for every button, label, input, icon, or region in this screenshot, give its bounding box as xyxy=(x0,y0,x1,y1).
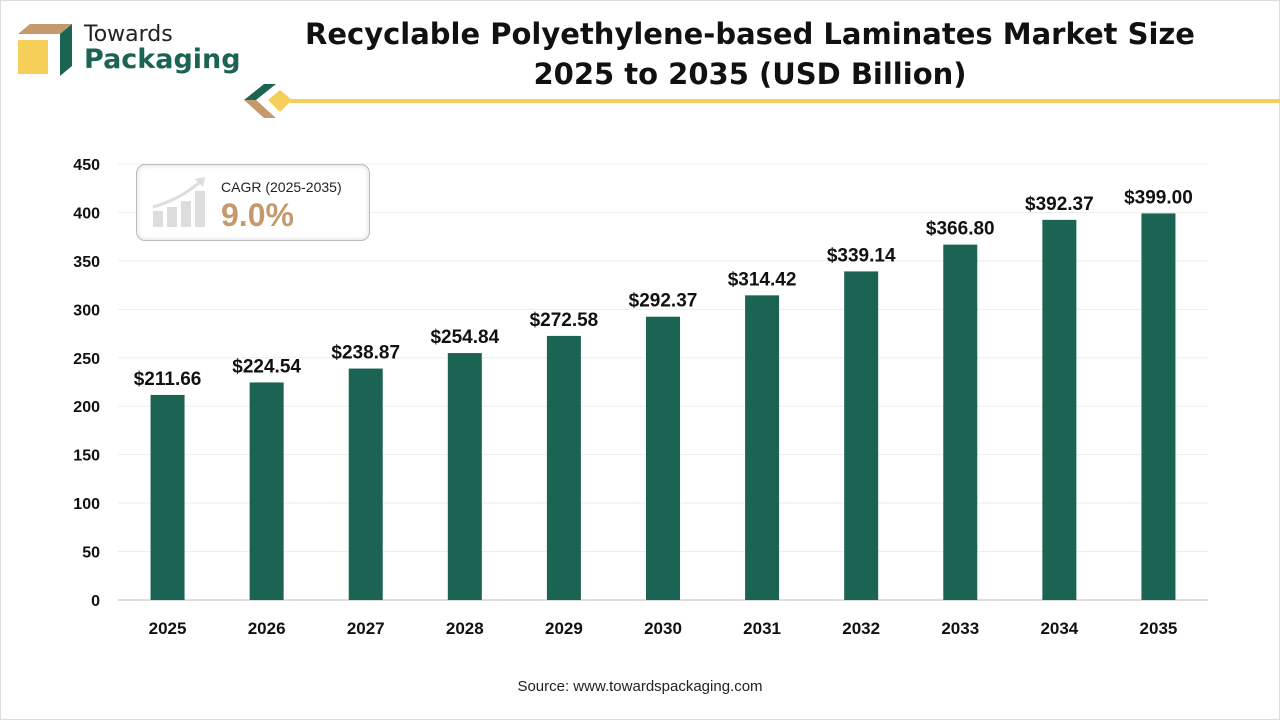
bar-2033 xyxy=(943,244,978,600)
bar-2029 xyxy=(546,335,581,600)
box-logo-icon xyxy=(18,24,72,76)
x-tick-label: 2030 xyxy=(644,619,682,638)
title-rule xyxy=(290,99,1280,103)
x-tick-label: 2032 xyxy=(842,619,880,638)
y-tick-label: 200 xyxy=(73,399,100,416)
source-text: Source: www.towardspackaging.com xyxy=(517,678,763,695)
x-tick-label: 2033 xyxy=(941,619,979,638)
y-tick-label: 150 xyxy=(73,448,100,465)
x-tick-label: 2027 xyxy=(347,619,385,638)
data-label-2025: $211.66 xyxy=(134,369,202,390)
data-label-2028: $254.84 xyxy=(430,327,499,348)
data-label-2031: $314.42 xyxy=(728,269,797,290)
data-label-2026: $224.54 xyxy=(232,356,301,377)
bar-2027 xyxy=(348,368,383,600)
y-tick-label: 350 xyxy=(73,254,100,271)
chart-title: Recyclable Polyethylene-based Laminates … xyxy=(290,14,1210,94)
data-label-2033: $366.80 xyxy=(926,219,995,240)
chart-title-line-2: 2025 to 2035 (USD Billion) xyxy=(533,57,967,91)
y-tick-label: 300 xyxy=(73,302,100,319)
bar-2034 xyxy=(1042,219,1077,600)
x-tick-label: 2028 xyxy=(446,619,484,638)
y-tick-label: 50 xyxy=(82,545,100,562)
chart-title-line-1: Recyclable Polyethylene-based Laminates … xyxy=(305,17,1195,51)
y-tick-label: 250 xyxy=(73,351,100,368)
bar-2030 xyxy=(646,316,680,600)
data-label-2027: $238.87 xyxy=(331,343,400,364)
x-tick-label: 2034 xyxy=(1040,619,1078,638)
y-tick-label: 450 xyxy=(73,157,100,174)
bar-2035 xyxy=(1141,213,1176,600)
cagr-value: 9.0% xyxy=(221,197,294,233)
data-label-2034: $392.37 xyxy=(1025,194,1094,215)
growth-chart-icon xyxy=(152,177,205,227)
data-label-2032: $339.14 xyxy=(827,245,896,266)
logo-text-packaging: Packaging xyxy=(84,44,241,75)
data-label-2029: $272.58 xyxy=(530,310,599,331)
y-tick-label: 100 xyxy=(73,496,100,513)
x-tick-label: 2025 xyxy=(149,619,187,638)
bar-2026 xyxy=(249,382,284,600)
x-tick-label: 2035 xyxy=(1140,619,1178,638)
cagr-box: CAGR (2025-2035) 9.0% xyxy=(136,164,370,241)
data-label-2030: $292.37 xyxy=(629,291,698,312)
bar-2025 xyxy=(150,394,185,600)
diamond-ornament-icon xyxy=(244,84,292,118)
y-tick-label: 0 xyxy=(91,593,100,610)
bar-2028 xyxy=(447,353,482,600)
data-label-2035: $399.00 xyxy=(1124,187,1193,208)
x-tick-label: 2026 xyxy=(248,619,286,638)
x-tick-label: 2031 xyxy=(743,619,781,638)
bar-2031 xyxy=(745,295,780,600)
cagr-label: CAGR (2025-2035) xyxy=(221,179,342,195)
logo: Towards Packaging xyxy=(18,22,241,85)
logo-text-towards: Towards xyxy=(84,22,173,47)
bar-2032 xyxy=(844,271,879,600)
y-tick-label: 400 xyxy=(73,205,100,222)
x-tick-label: 2029 xyxy=(545,619,583,638)
